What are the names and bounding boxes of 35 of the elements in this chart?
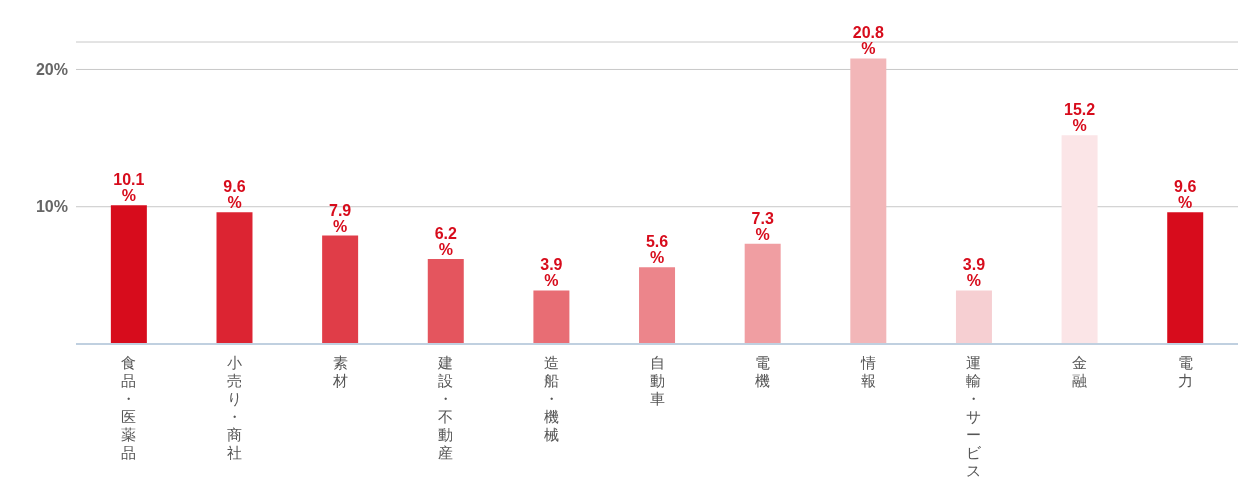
x-tick-label: 運輸・サービス <box>966 354 983 479</box>
x-tick-label: 金融 <box>1072 354 1088 389</box>
x-tick-label: 電力 <box>1177 354 1193 389</box>
x-tick-label: 素材 <box>331 354 348 389</box>
bar <box>110 205 147 344</box>
data-label: 9.6 % <box>223 178 246 212</box>
data-label: 15.2 % <box>1064 101 1096 135</box>
data-label: 3.9 % <box>962 256 986 290</box>
data-label: 7.9 % <box>329 201 352 235</box>
bar <box>850 58 887 344</box>
data-label: 3.9 % <box>540 256 563 290</box>
data-label: 7.3 % <box>751 209 774 243</box>
x-tick-label: 自動車 <box>649 354 665 407</box>
x-tick-label: 建設・不動産 <box>437 354 454 461</box>
bar <box>533 290 570 344</box>
data-label: 6.2 % <box>434 224 457 258</box>
x-tick-label: 造船・機械 <box>543 354 559 443</box>
bar <box>427 258 464 344</box>
bar <box>744 243 781 344</box>
bar <box>639 267 676 344</box>
x-tick-label: 小売り・商社 <box>226 354 242 461</box>
x-tick-label: 食品・医薬品 <box>121 354 137 461</box>
bar <box>1167 212 1204 344</box>
x-tick-label: 電機 <box>755 354 771 389</box>
y-tick-label: 20% <box>35 61 68 79</box>
bar <box>216 212 253 344</box>
data-label: 10.1 % <box>113 171 145 205</box>
bar <box>1061 135 1098 344</box>
data-label: 5.6 % <box>645 233 669 267</box>
x-tick-label: 情報 <box>859 354 876 389</box>
bar <box>955 290 992 344</box>
bar <box>322 235 359 344</box>
y-tick-label: 10% <box>35 198 68 216</box>
data-label: 9.6 % <box>1174 178 1197 212</box>
data-label: 20.8 % <box>852 24 884 58</box>
